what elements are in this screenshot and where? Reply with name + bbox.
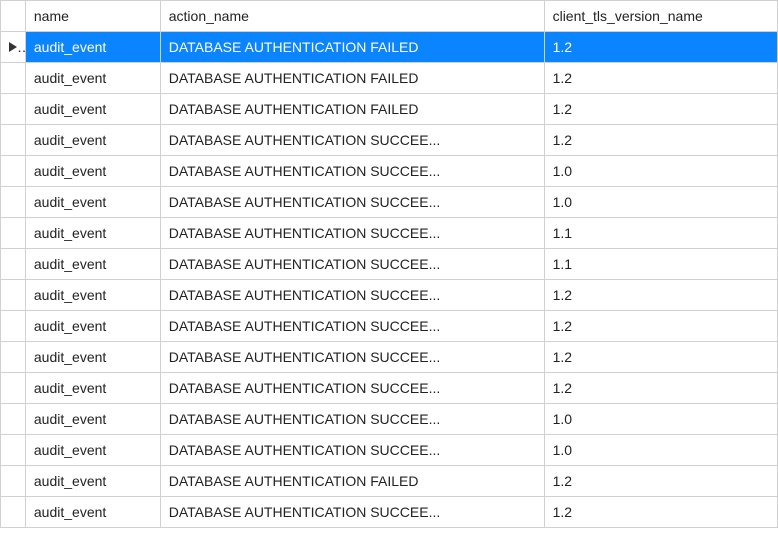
cell-client-tls-version-name[interactable]: 1.2 xyxy=(544,94,777,125)
cell-action-name[interactable]: DATABASE AUTHENTICATION SUCCEE... xyxy=(160,249,544,280)
table-row[interactable]: audit_eventDATABASE AUTHENTICATION SUCCE… xyxy=(1,311,778,342)
row-gutter[interactable] xyxy=(1,156,26,187)
row-gutter[interactable] xyxy=(1,32,26,63)
cell-action-name[interactable]: DATABASE AUTHENTICATION SUCCEE... xyxy=(160,373,544,404)
cell-client-tls-version-name[interactable]: 1.2 xyxy=(544,373,777,404)
row-pointer-icon xyxy=(9,42,17,52)
cell-client-tls-version-name[interactable]: 1.1 xyxy=(544,218,777,249)
cell-client-tls-version-name[interactable]: 1.1 xyxy=(544,249,777,280)
cell-name[interactable]: audit_event xyxy=(25,125,160,156)
table-row[interactable]: audit_eventDATABASE AUTHENTICATION SUCCE… xyxy=(1,125,778,156)
table-row[interactable]: audit_eventDATABASE AUTHENTICATION SUCCE… xyxy=(1,404,778,435)
cell-name[interactable]: audit_event xyxy=(25,435,160,466)
cell-client-tls-version-name[interactable]: 1.2 xyxy=(544,32,777,63)
cell-name[interactable]: audit_event xyxy=(25,63,160,94)
row-gutter[interactable] xyxy=(1,218,26,249)
row-gutter[interactable] xyxy=(1,280,26,311)
row-gutter[interactable] xyxy=(1,435,26,466)
cell-action-name[interactable]: DATABASE AUTHENTICATION SUCCEE... xyxy=(160,404,544,435)
cell-name[interactable]: audit_event xyxy=(25,342,160,373)
cell-client-tls-version-name[interactable]: 1.2 xyxy=(544,342,777,373)
row-gutter[interactable] xyxy=(1,404,26,435)
table-row[interactable]: audit_eventDATABASE AUTHENTICATION SUCCE… xyxy=(1,373,778,404)
column-header-client-tls-version-name[interactable]: client_tls_version_name xyxy=(544,1,777,32)
table-row[interactable]: audit_eventDATABASE AUTHENTICATION SUCCE… xyxy=(1,280,778,311)
cell-name[interactable]: audit_event xyxy=(25,156,160,187)
cell-name[interactable]: audit_event xyxy=(25,218,160,249)
cell-client-tls-version-name[interactable]: 1.2 xyxy=(544,466,777,497)
cell-action-name[interactable]: DATABASE AUTHENTICATION SUCCEE... xyxy=(160,218,544,249)
cell-name[interactable]: audit_event xyxy=(25,32,160,63)
table-row[interactable]: audit_eventDATABASE AUTHENTICATION SUCCE… xyxy=(1,249,778,280)
row-gutter[interactable] xyxy=(1,311,26,342)
table-row[interactable]: audit_eventDATABASE AUTHENTICATION FAILE… xyxy=(1,94,778,125)
table-row[interactable]: audit_eventDATABASE AUTHENTICATION FAILE… xyxy=(1,63,778,94)
table-row[interactable]: audit_eventDATABASE AUTHENTICATION SUCCE… xyxy=(1,497,778,528)
cell-action-name[interactable]: DATABASE AUTHENTICATION SUCCEE... xyxy=(160,187,544,218)
cell-action-name[interactable]: DATABASE AUTHENTICATION FAILED xyxy=(160,94,544,125)
cell-action-name[interactable]: DATABASE AUTHENTICATION SUCCEE... xyxy=(160,497,544,528)
cell-name[interactable]: audit_event xyxy=(25,280,160,311)
column-header-action-name[interactable]: action_name xyxy=(160,1,544,32)
row-gutter[interactable] xyxy=(1,187,26,218)
cell-client-tls-version-name[interactable]: 1.2 xyxy=(544,63,777,94)
row-gutter[interactable] xyxy=(1,466,26,497)
cell-client-tls-version-name[interactable]: 1.2 xyxy=(544,125,777,156)
results-grid[interactable]: name action_name client_tls_version_name… xyxy=(0,0,778,528)
cell-name[interactable]: audit_event xyxy=(25,497,160,528)
cell-name[interactable]: audit_event xyxy=(25,94,160,125)
table-row[interactable]: audit_eventDATABASE AUTHENTICATION SUCCE… xyxy=(1,218,778,249)
row-gutter[interactable] xyxy=(1,63,26,94)
grid-header[interactable]: name action_name client_tls_version_name xyxy=(1,1,778,32)
cell-client-tls-version-name[interactable]: 1.0 xyxy=(544,156,777,187)
cell-action-name[interactable]: DATABASE AUTHENTICATION FAILED xyxy=(160,63,544,94)
cell-name[interactable]: audit_event xyxy=(25,404,160,435)
row-gutter[interactable] xyxy=(1,497,26,528)
column-header-name[interactable]: name xyxy=(25,1,160,32)
cell-name[interactable]: audit_event xyxy=(25,373,160,404)
table-row[interactable]: audit_eventDATABASE AUTHENTICATION FAILE… xyxy=(1,32,778,63)
cell-action-name[interactable]: DATABASE AUTHENTICATION FAILED xyxy=(160,466,544,497)
cell-action-name[interactable]: DATABASE AUTHENTICATION SUCCEE... xyxy=(160,280,544,311)
cell-action-name[interactable]: DATABASE AUTHENTICATION SUCCEE... xyxy=(160,311,544,342)
table-row[interactable]: audit_eventDATABASE AUTHENTICATION SUCCE… xyxy=(1,342,778,373)
cell-action-name[interactable]: DATABASE AUTHENTICATION FAILED xyxy=(160,32,544,63)
table-row[interactable]: audit_eventDATABASE AUTHENTICATION SUCCE… xyxy=(1,435,778,466)
cell-client-tls-version-name[interactable]: 1.2 xyxy=(544,497,777,528)
cell-client-tls-version-name[interactable]: 1.2 xyxy=(544,280,777,311)
row-gutter[interactable] xyxy=(1,373,26,404)
cell-name[interactable]: audit_event xyxy=(25,249,160,280)
table-row[interactable]: audit_eventDATABASE AUTHENTICATION SUCCE… xyxy=(1,156,778,187)
cell-name[interactable]: audit_event xyxy=(25,311,160,342)
cell-name[interactable]: audit_event xyxy=(25,187,160,218)
cell-action-name[interactable]: DATABASE AUTHENTICATION SUCCEE... xyxy=(160,435,544,466)
cell-client-tls-version-name[interactable]: 1.0 xyxy=(544,435,777,466)
table-row[interactable]: audit_eventDATABASE AUTHENTICATION SUCCE… xyxy=(1,187,778,218)
cell-client-tls-version-name[interactable]: 1.0 xyxy=(544,404,777,435)
cell-action-name[interactable]: DATABASE AUTHENTICATION SUCCEE... xyxy=(160,156,544,187)
cell-client-tls-version-name[interactable]: 1.0 xyxy=(544,187,777,218)
row-gutter[interactable] xyxy=(1,94,26,125)
cell-name[interactable]: audit_event xyxy=(25,466,160,497)
cell-action-name[interactable]: DATABASE AUTHENTICATION SUCCEE... xyxy=(160,125,544,156)
table-row[interactable]: audit_eventDATABASE AUTHENTICATION FAILE… xyxy=(1,466,778,497)
row-gutter[interactable] xyxy=(1,125,26,156)
row-gutter[interactable] xyxy=(1,249,26,280)
gutter-header xyxy=(1,1,26,32)
grid-body[interactable]: audit_eventDATABASE AUTHENTICATION FAILE… xyxy=(1,32,778,528)
cell-action-name[interactable]: DATABASE AUTHENTICATION SUCCEE... xyxy=(160,342,544,373)
row-gutter[interactable] xyxy=(1,342,26,373)
cell-client-tls-version-name[interactable]: 1.2 xyxy=(544,311,777,342)
